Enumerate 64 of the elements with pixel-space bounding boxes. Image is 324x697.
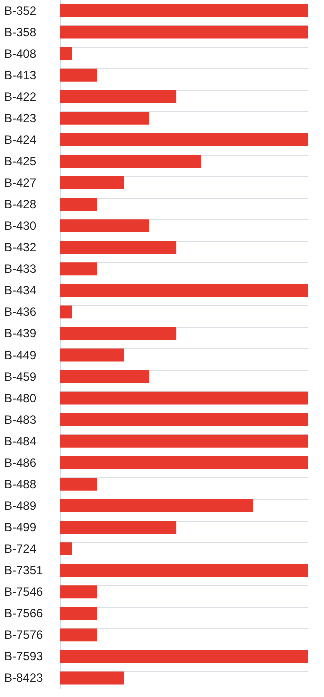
y-tick-label: B-7546: [4, 585, 44, 600]
y-tick-label: B-430: [4, 219, 37, 234]
y-tick-label: B-489: [4, 498, 37, 513]
y-tick-label: B-436: [4, 305, 37, 320]
bar: [60, 112, 150, 125]
y-tick-label: B-434: [4, 284, 37, 298]
y-tick-label: B-424: [4, 132, 37, 147]
bar: [60, 198, 98, 212]
y-tick-label: B-724: [4, 542, 37, 556]
y-tick-label: B-439: [4, 326, 37, 341]
y-tick-label: B-459: [4, 370, 37, 384]
bar: [60, 500, 254, 512]
bar: [60, 607, 98, 620]
y-tick-label: B-488: [4, 477, 37, 492]
y-tick-label: B-7351: [4, 564, 44, 578]
y-tick-label: B-484: [4, 434, 37, 448]
bar: [60, 650, 308, 664]
bar: [60, 478, 98, 491]
y-tick-label: B-413: [4, 68, 37, 82]
bar: [60, 90, 177, 104]
y-tick-label: B-7576: [4, 628, 44, 642]
bar: [60, 434, 308, 448]
bar: [60, 262, 98, 276]
bar: [60, 241, 177, 254]
y-tick-label: B-422: [4, 90, 37, 104]
bar: [60, 327, 177, 340]
y-tick-label: B-483: [4, 412, 37, 427]
bar: [60, 413, 308, 426]
bar: [60, 586, 98, 599]
bar: [60, 155, 202, 168]
bar: [60, 26, 308, 39]
bar: [60, 68, 98, 82]
bar: [60, 348, 124, 362]
bar: [60, 392, 308, 405]
bar: [60, 542, 72, 556]
y-tick-label: B-432: [4, 240, 37, 255]
bar: [60, 456, 308, 470]
y-tick-label: B-7566: [4, 606, 44, 621]
bar: [60, 564, 308, 578]
bar: [60, 628, 98, 642]
y-tick-label: B-499: [4, 520, 37, 535]
y-tick-label: B-352: [4, 4, 37, 18]
bar: [60, 370, 150, 384]
bar: [60, 176, 124, 190]
bar: [60, 133, 308, 146]
y-tick-label: B-8423: [4, 671, 44, 686]
y-tick-label: B-423: [4, 111, 37, 126]
bar: [60, 220, 150, 233]
y-tick-label: B-428: [4, 198, 37, 212]
y-tick-label: B-486: [4, 456, 37, 470]
y-tick-label: B-7593: [4, 650, 44, 664]
y-tick-label: B-425: [4, 154, 37, 168]
y-tick-label: B-427: [4, 176, 37, 190]
y-tick-label: B-408: [4, 46, 37, 61]
bar: [60, 672, 124, 685]
y-tick-label: B-480: [4, 391, 37, 406]
bar: [60, 306, 72, 319]
bar: [60, 47, 72, 60]
bar: [60, 4, 308, 18]
bar: [60, 284, 308, 298]
y-tick-label: B-433: [4, 262, 37, 276]
y-tick-label: B-358: [4, 25, 37, 40]
y-tick-label: B-449: [4, 348, 37, 362]
bar: [60, 521, 177, 534]
